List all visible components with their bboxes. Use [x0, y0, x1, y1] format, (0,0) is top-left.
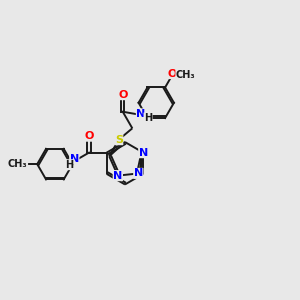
- Text: N: N: [70, 154, 79, 164]
- Text: CH₃: CH₃: [8, 159, 28, 169]
- Text: N: N: [139, 148, 148, 158]
- Text: N: N: [136, 109, 146, 119]
- Text: O: O: [84, 131, 94, 141]
- Text: S: S: [115, 135, 123, 145]
- Text: H: H: [144, 113, 152, 123]
- Text: CH₃: CH₃: [176, 70, 196, 80]
- Text: H: H: [65, 160, 73, 170]
- Text: O: O: [168, 68, 177, 79]
- Text: O: O: [118, 90, 128, 100]
- Text: N: N: [113, 171, 122, 181]
- Text: N: N: [134, 168, 143, 178]
